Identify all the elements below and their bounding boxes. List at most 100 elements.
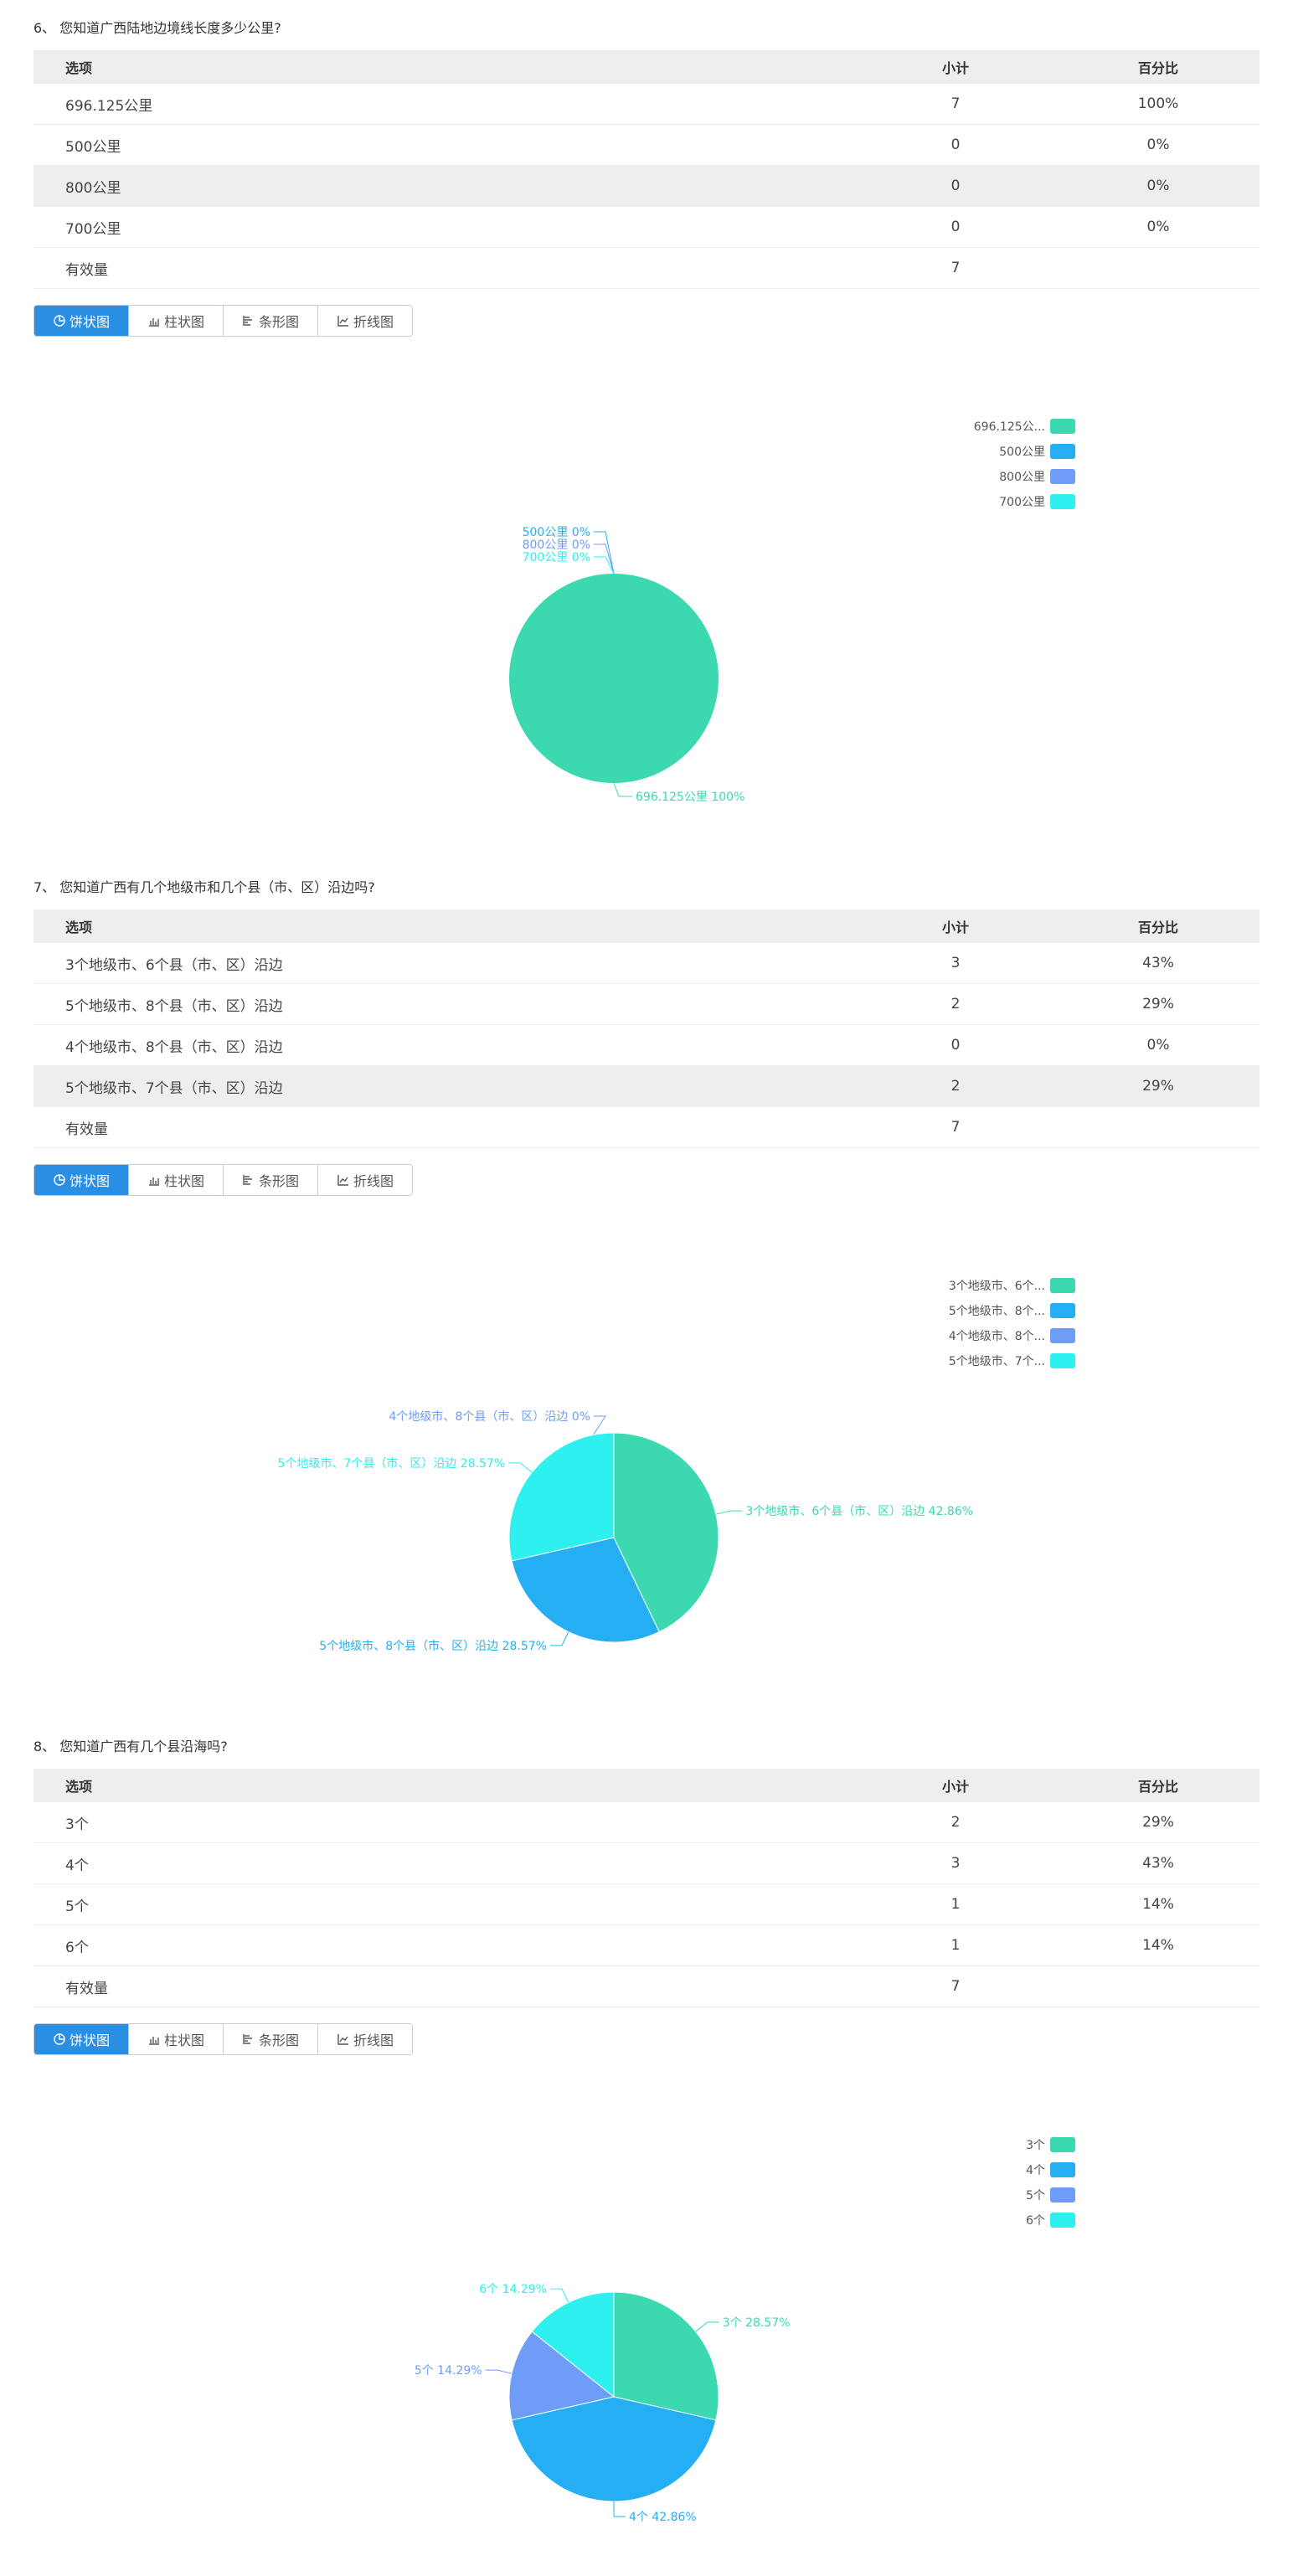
header-count: 小计 <box>854 50 1057 84</box>
hbar-chart-button[interactable]: 条形图 <box>224 2024 318 2054</box>
legend-swatch <box>1050 444 1075 459</box>
chart-type-switcher: 饼状图 柱状图 条形图 折线图 <box>33 2023 413 2055</box>
legend-label: 3个地级市、6个... <box>948 1280 1045 1293</box>
header-percent: 百分比 <box>1057 1769 1260 1802</box>
label-line <box>508 1462 533 1473</box>
legend-item[interactable]: 4个 <box>1026 2162 1075 2177</box>
legend-item[interactable]: 5个地级市、8个... <box>949 1303 1075 1318</box>
cell-count: 3 <box>854 1842 1057 1884</box>
legend-item[interactable]: 700公里 <box>999 494 1075 509</box>
cell-option: 696.125公里 <box>33 84 854 125</box>
pie-slice[interactable] <box>613 2291 719 2421</box>
cell-percent: 0% <box>1057 206 1260 248</box>
pie-slice[interactable] <box>613 1432 719 1633</box>
bar-chart-button[interactable]: 柱状图 <box>129 306 224 336</box>
table-row-valid: 有效量 7 <box>33 1106 1260 1148</box>
slice-label: 800公里 0% <box>523 538 590 552</box>
button-label: 柱状图 <box>163 1173 204 1189</box>
label-line <box>594 544 615 574</box>
legend-item[interactable]: 3个地级市、6个... <box>949 1278 1075 1293</box>
legend-label: 500公里 <box>999 446 1045 459</box>
legend-item[interactable]: 6个 <box>1026 2213 1075 2228</box>
button-label: 饼状图 <box>69 314 110 330</box>
slice-label: 3个 28.57% <box>723 2316 791 2330</box>
cell-percent: 0% <box>1057 124 1260 166</box>
valid-count: 7 <box>854 1106 1057 1148</box>
table-row: 500公里 0 0% <box>33 124 1260 166</box>
result-table: 选项 小计 百分比 3个 2 29% 4个 3 43% 5个 1 14% 6个 1 14% 有效量 7 <box>33 1769 1260 2007</box>
pie-chart: 3个地级市、6个县（市、区）沿边 42.86% 5个地级市、8个县（市、区）沿边 … <box>278 1409 974 1653</box>
cell-count: 0 <box>854 165 1057 207</box>
question-title: 7、 您知道广西有几个地级市和几个县（市、区）沿边吗? <box>33 879 375 895</box>
header-percent: 百分比 <box>1057 909 1260 943</box>
cell-percent: 43% <box>1057 1842 1260 1884</box>
valid-label: 有效量 <box>33 1106 854 1148</box>
legend-label: 6个 <box>1026 2214 1045 2228</box>
cell-count: 1 <box>854 1883 1057 1925</box>
table-row: 3个 2 29% <box>33 1802 1260 1843</box>
valid-percent <box>1057 1106 1260 1148</box>
legend-item[interactable]: 800公里 <box>999 469 1075 484</box>
cell-option: 500公里 <box>33 124 854 166</box>
line-chart-button[interactable]: 折线图 <box>318 2024 412 2054</box>
cell-percent: 0% <box>1057 165 1260 207</box>
button-label: 条形图 <box>258 314 299 330</box>
valid-count: 7 <box>854 247 1057 289</box>
header-percent: 百分比 <box>1057 50 1260 84</box>
hbar-chart-button[interactable]: 条形图 <box>224 306 318 336</box>
label-line <box>549 1631 569 1646</box>
valid-label: 有效量 <box>33 1965 854 2007</box>
legend-item[interactable]: 5个 <box>1026 2187 1075 2202</box>
legend-swatch <box>1050 469 1075 484</box>
cell-option: 3个 <box>33 1802 854 1843</box>
cell-option: 5个 <box>33 1883 854 1925</box>
cell-option: 800公里 <box>33 165 854 207</box>
header-option: 选项 <box>33 1769 854 1802</box>
chart-legend: 3个地级市、6个... 5个地级市、8个... 4个地级市、8个... 5个地级市、7… <box>949 1278 1075 1368</box>
pie-slice[interactable] <box>509 574 719 783</box>
legend-item[interactable]: 5个地级市、7个... <box>949 1353 1075 1368</box>
table-row: 5个地级市、7个县（市、区）沿边 2 29% <box>33 1065 1260 1107</box>
bar-chart-button[interactable]: 柱状图 <box>129 1165 224 1195</box>
legend-item[interactable]: 500公里 <box>999 444 1075 459</box>
header-option: 选项 <box>33 909 854 943</box>
cell-count: 1 <box>854 1924 1057 1966</box>
slice-label: 5个 14.29% <box>415 2364 482 2378</box>
chart-type-switcher: 饼状图 柱状图 条形图 折线图 <box>33 1164 413 1196</box>
legend-label: 700公里 <box>999 496 1045 509</box>
label-line <box>549 2288 569 2303</box>
pie-chart-button[interactable]: 饼状图 <box>34 306 129 336</box>
pie-slice[interactable] <box>511 2396 717 2502</box>
legend-swatch <box>1050 1328 1075 1343</box>
legend-item[interactable]: 4个地级市、8个... <box>949 1328 1075 1343</box>
legend-item[interactable]: 3个 <box>1026 2137 1075 2152</box>
hbar-chart-button[interactable]: 条形图 <box>224 1165 318 1195</box>
cell-percent: 0% <box>1057 1024 1260 1066</box>
header-option: 选项 <box>33 50 854 84</box>
pie-slice[interactable] <box>508 2331 616 2421</box>
pie-chart-button[interactable]: 饼状图 <box>34 2024 129 2054</box>
pie-slice[interactable] <box>508 1432 615 1562</box>
slice-label: 696.125公里 100% <box>636 791 744 804</box>
pie-chart-icon <box>54 315 65 327</box>
line-chart-button[interactable]: 折线图 <box>318 1165 412 1195</box>
bar-chart-button[interactable]: 柱状图 <box>129 2024 224 2054</box>
legend-item[interactable]: 696.125公... <box>974 419 1075 434</box>
legend-swatch <box>1050 1353 1075 1368</box>
legend-label: 5个地级市、8个... <box>948 1305 1045 1318</box>
legend-swatch <box>1050 2187 1075 2202</box>
table-row: 5个地级市、8个县（市、区）沿边 2 29% <box>33 983 1260 1025</box>
valid-label: 有效量 <box>33 247 854 289</box>
table-row: 6个 1 14% <box>33 1924 1260 1966</box>
label-line <box>695 2321 719 2332</box>
pie-slice[interactable] <box>511 1537 660 1643</box>
pie-chart-button[interactable]: 饼状图 <box>34 1165 129 1195</box>
cell-percent: 100% <box>1057 84 1260 125</box>
cell-count: 7 <box>854 84 1057 125</box>
legend-label: 3个 <box>1026 2139 1045 2152</box>
legend-label: 696.125公... <box>973 420 1045 434</box>
table-row-valid: 有效量 7 <box>33 1965 1260 2007</box>
cell-percent: 14% <box>1057 1924 1260 1966</box>
pie-slice[interactable] <box>531 2291 615 2398</box>
line-chart-button[interactable]: 折线图 <box>318 306 412 336</box>
